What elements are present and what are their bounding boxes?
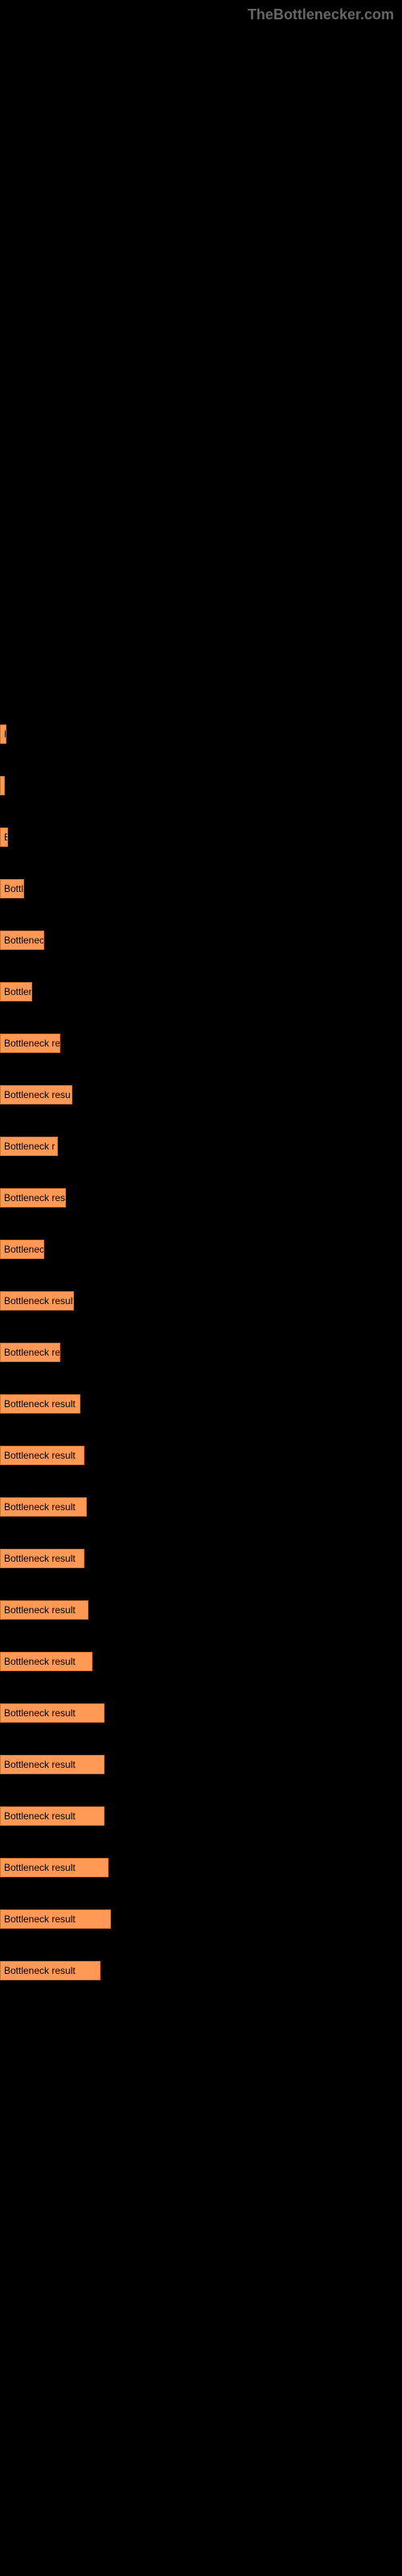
chart-bar: Bottleneck result	[0, 1806, 105, 1826]
chart-bar: Bottlen	[0, 982, 32, 1001]
chart-bar: Bottleneck result	[0, 1600, 88, 1620]
chart-bar: Bottleneck result	[0, 1497, 87, 1517]
watermark-text: TheBottlenecker.com	[248, 6, 394, 23]
bar-label: Bottleneck	[4, 935, 44, 946]
bar-row: Bottleneck result	[0, 1446, 402, 1465]
bar-row: Bottleneck result	[0, 1549, 402, 1568]
bar-row: Bottleneck resu	[0, 1085, 402, 1104]
bar-row: Bottleneck result	[0, 1703, 402, 1723]
chart-bar: Bottleneck result	[0, 1961, 100, 1980]
bar-label: Bottleneck result	[4, 1398, 76, 1410]
bar-label: Bottleneck r	[4, 1141, 55, 1152]
bar-row: Bottleneck re	[0, 1034, 402, 1053]
bar-label: E	[4, 729, 6, 740]
chart-bar: Bottleneck resu	[0, 1085, 72, 1104]
chart-bar: Bottleneck result	[0, 1446, 84, 1465]
bar-label: Bottleneck	[4, 1244, 44, 1255]
bar-label: Bottleneck result	[4, 1295, 74, 1307]
bar-label: Bottleneck result	[4, 1913, 76, 1925]
bar-label: Bottleneck result	[4, 1810, 76, 1822]
bar-label: Bottleneck result	[4, 1759, 76, 1770]
bar-row: Bottleneck r	[0, 1137, 402, 1156]
chart-bar: Bottle	[0, 879, 24, 898]
chart-bar: Bottleneck result	[0, 1394, 80, 1414]
bar-row: E	[0, 828, 402, 847]
bar-row: Bottleneck res	[0, 1188, 402, 1208]
bar-row: Bottleneck re	[0, 1343, 402, 1362]
bar-row: Bottlen	[0, 982, 402, 1001]
bar-label: Bottleneck result	[4, 1965, 76, 1976]
chart-bar: Bottleneck res	[0, 1188, 66, 1208]
bar-label: E	[4, 832, 8, 843]
bar-row: Bottle	[0, 879, 402, 898]
bar-label: Bottleneck result	[4, 1450, 76, 1461]
chart-bar: Bottleneck result	[0, 1858, 109, 1877]
bar-row: Bottleneck result	[0, 1858, 402, 1877]
bar-chart: E E Bottle Bottleneck Bottlen Bottleneck re Bo…	[0, 0, 402, 1980]
bar-label: Bottleneck re	[4, 1038, 60, 1049]
bar-label: Bottle	[4, 883, 24, 894]
chart-bar: Bottleneck result	[0, 1755, 105, 1774]
chart-bar: E	[0, 724, 6, 744]
chart-bar: Bottleneck	[0, 931, 44, 950]
chart-bar: Bottleneck re	[0, 1034, 60, 1053]
chart-bar: Bottleneck result	[0, 1652, 92, 1671]
bar-row: Bottleneck result	[0, 1806, 402, 1826]
chart-bar: Bottleneck re	[0, 1343, 60, 1362]
chart-bar: Bottleneck	[0, 1240, 44, 1259]
bar-row: Bottleneck result	[0, 1652, 402, 1671]
chart-bar	[0, 776, 5, 795]
bar-label: Bottleneck result	[4, 1604, 76, 1616]
chart-bar: Bottleneck r	[0, 1137, 58, 1156]
chart-bar: Bottleneck result	[0, 1291, 74, 1311]
bar-row: Bottleneck result	[0, 1961, 402, 1980]
bar-label: Bottleneck resu	[4, 1089, 71, 1100]
bar-row: Bottleneck result	[0, 1291, 402, 1311]
bar-row: Bottleneck	[0, 1240, 402, 1259]
bar-label: Bottleneck result	[4, 1656, 76, 1667]
bar-label: Bottlen	[4, 986, 32, 997]
bar-label: Bottleneck result	[4, 1707, 76, 1719]
bar-label: Bottleneck result	[4, 1501, 76, 1513]
bar-row: Bottleneck	[0, 931, 402, 950]
bar-label: Bottleneck re	[4, 1347, 60, 1358]
bar-row: E	[0, 724, 402, 744]
chart-bar: Bottleneck result	[0, 1703, 105, 1723]
chart-bar: E	[0, 828, 8, 847]
bar-row: Bottleneck result	[0, 1909, 402, 1929]
bar-row	[0, 776, 402, 795]
bar-row: Bottleneck result	[0, 1394, 402, 1414]
bar-label: Bottleneck res	[4, 1192, 65, 1203]
bar-label: Bottleneck result	[4, 1553, 76, 1564]
chart-bar: Bottleneck result	[0, 1909, 111, 1929]
bar-row: Bottleneck result	[0, 1755, 402, 1774]
bar-row: Bottleneck result	[0, 1600, 402, 1620]
bar-row: Bottleneck result	[0, 1497, 402, 1517]
chart-bar: Bottleneck result	[0, 1549, 84, 1568]
bar-label: Bottleneck result	[4, 1862, 76, 1873]
